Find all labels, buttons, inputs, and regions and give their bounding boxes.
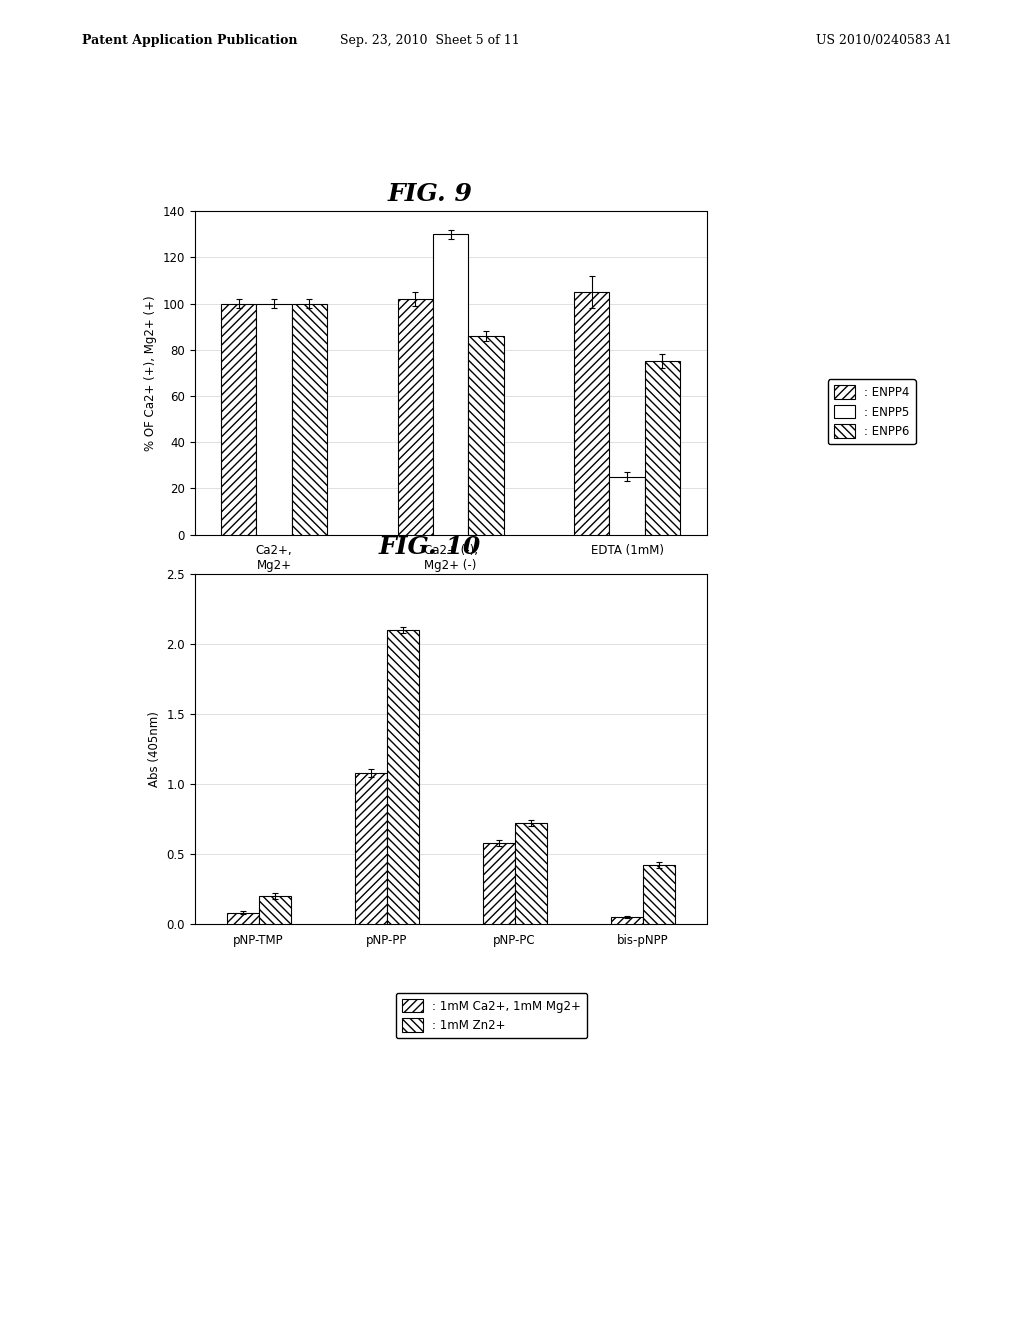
Bar — [226, 913, 258, 924]
Text: FIG. 10: FIG. 10 — [379, 535, 481, 558]
Bar — [609, 477, 645, 535]
Bar — [292, 304, 327, 535]
Bar — [468, 337, 504, 535]
Bar — [433, 235, 468, 535]
Legend: : 1mM Ca2+, 1mM Mg2+, : 1mM Zn2+: : 1mM Ca2+, 1mM Mg2+, : 1mM Zn2+ — [396, 993, 587, 1038]
Text: US 2010/0240583 A1: US 2010/0240583 A1 — [816, 34, 952, 48]
Bar — [397, 300, 433, 535]
Bar — [354, 774, 387, 924]
Legend: : ENPP4, : ENPP5, : ENPP6: : ENPP4, : ENPP5, : ENPP6 — [827, 379, 915, 444]
Text: Sep. 23, 2010  Sheet 5 of 11: Sep. 23, 2010 Sheet 5 of 11 — [340, 34, 520, 48]
Bar — [610, 917, 643, 924]
Y-axis label: Abs (405nm): Abs (405nm) — [147, 711, 161, 787]
Bar — [514, 824, 547, 924]
Bar — [645, 362, 680, 535]
Text: Patent Application Publication: Patent Application Publication — [82, 34, 297, 48]
Bar — [643, 865, 675, 924]
Text: FIG. 9: FIG. 9 — [388, 182, 472, 206]
Bar — [256, 304, 292, 535]
Y-axis label: % OF Ca2+ (+), Mg2+ (+): % OF Ca2+ (+), Mg2+ (+) — [144, 296, 157, 450]
Bar — [387, 630, 419, 924]
Bar — [221, 304, 256, 535]
Bar — [482, 843, 514, 924]
Bar — [574, 292, 609, 535]
Bar — [258, 896, 291, 924]
